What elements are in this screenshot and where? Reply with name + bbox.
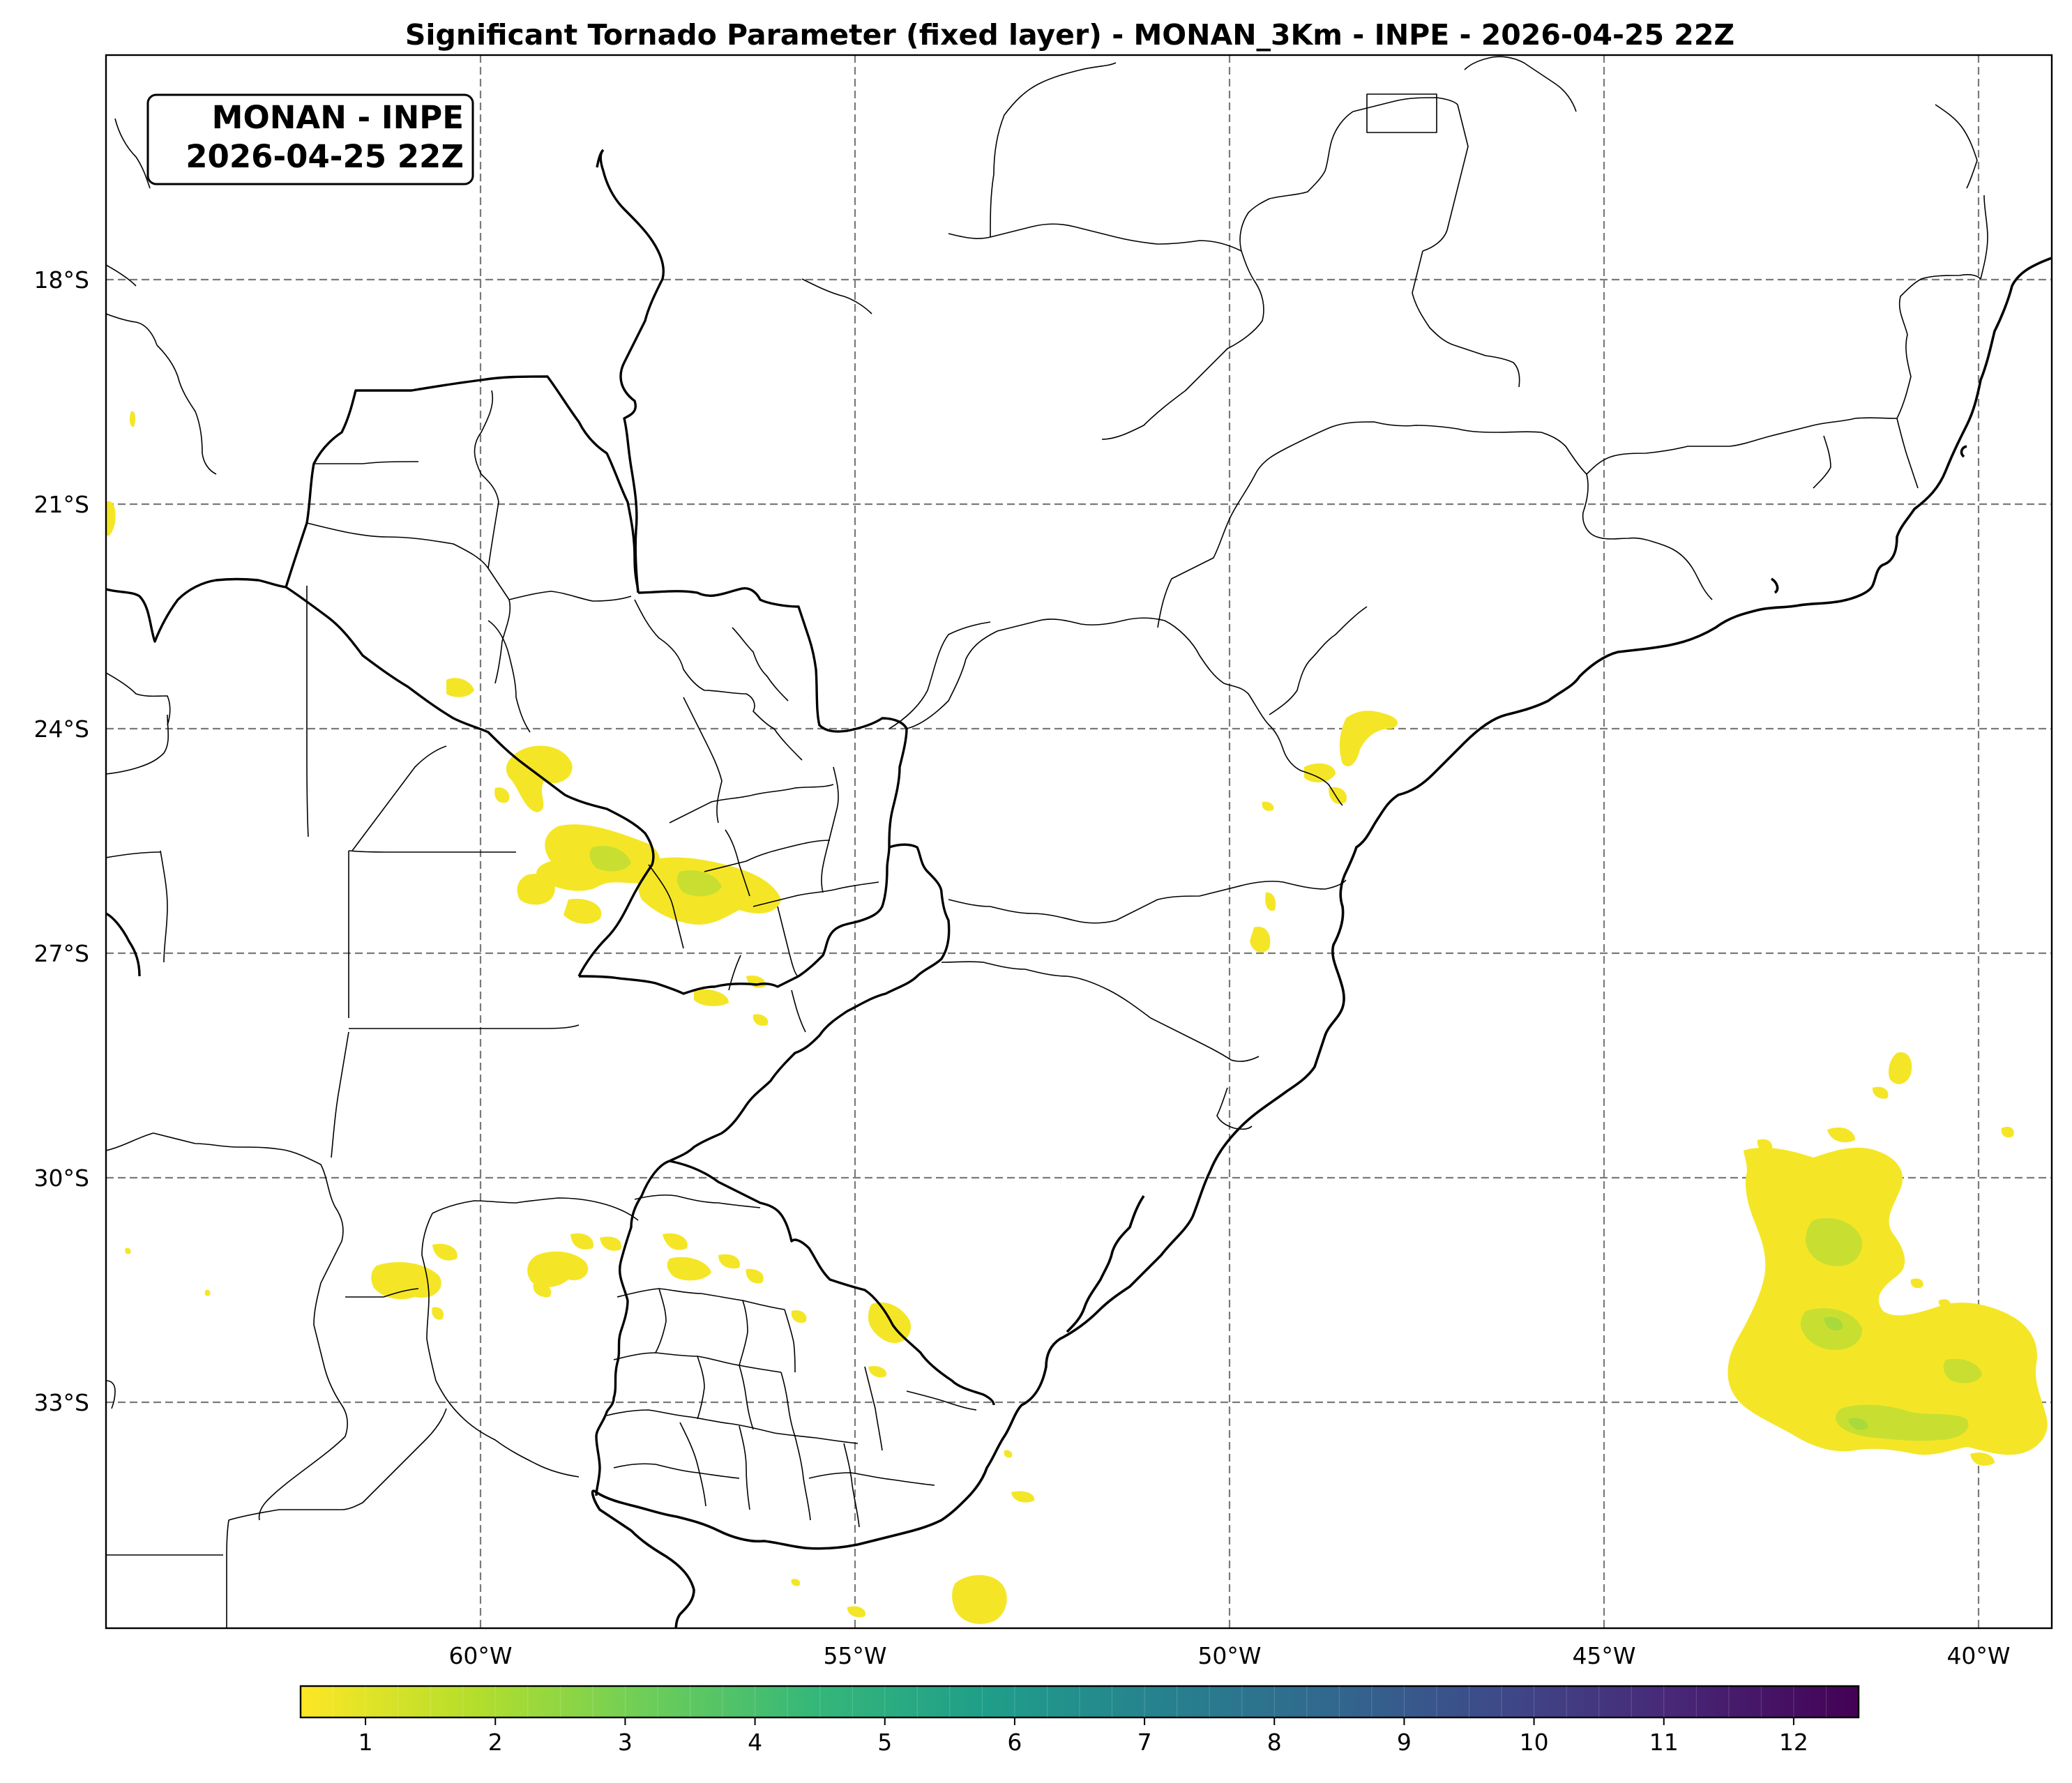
lon-label-45w: 45°W xyxy=(1572,1642,1635,1669)
model-stamp: MONAN - INPE 2026-04-25 22Z xyxy=(146,93,474,185)
colorbar-tick-label: 5 xyxy=(877,1729,892,1756)
country-borders xyxy=(106,149,995,1496)
lat-label-24s: 24°S xyxy=(34,715,89,743)
longitude-labels: 60°W 55°W 50°W 45°W 40°W xyxy=(448,1642,2010,1669)
colorbar: 1 2 3 4 5 6 7 8 9 10 11 12 xyxy=(299,1685,1860,1756)
colorbar-tick-label: 11 xyxy=(1649,1729,1679,1756)
stamp-line-2: 2026-04-25 22Z xyxy=(186,138,464,175)
colorbar-gradient xyxy=(299,1685,1860,1719)
latitude-labels: 18°S 21°S 24°S 27°S 30°S 33°S xyxy=(34,266,89,1416)
colorbar-tick-label: 3 xyxy=(618,1729,633,1756)
colorbar-tick-label: 8 xyxy=(1267,1729,1282,1756)
state-borders xyxy=(106,56,1988,1628)
stamp-box xyxy=(146,93,474,185)
colorbar-tick-label: 7 xyxy=(1137,1729,1152,1756)
colorbar-tick-label: 10 xyxy=(1520,1729,1549,1756)
colorbar-tick-label: 12 xyxy=(1779,1729,1808,1756)
map-area xyxy=(105,54,2053,1630)
colorbar-tick-label: 4 xyxy=(748,1729,762,1756)
map-background xyxy=(106,55,2052,1628)
lon-label-60w: 60°W xyxy=(448,1642,512,1669)
colorbar-tick-label: 9 xyxy=(1397,1729,1412,1756)
lat-label-21s: 21°S xyxy=(34,491,89,518)
lon-label-55w: 55°W xyxy=(823,1642,886,1669)
colorbar-tick-label: 1 xyxy=(358,1729,373,1756)
lat-label-30s: 30°S xyxy=(34,1164,89,1192)
lat-label-27s: 27°S xyxy=(34,940,89,967)
map-frame xyxy=(105,54,2053,1630)
lat-label-18s: 18°S xyxy=(34,266,89,294)
gridlines xyxy=(106,55,2052,1628)
colorbar-ticks: 1 2 3 4 5 6 7 8 9 10 11 12 xyxy=(333,1686,1827,1756)
lon-label-40w: 40°W xyxy=(1946,1642,2010,1669)
lon-label-50w: 50°W xyxy=(1197,1642,1261,1669)
colorbar-tick-label: 2 xyxy=(488,1729,503,1756)
lat-label-33s: 33°S xyxy=(34,1389,89,1416)
colorbar-tick-label: 6 xyxy=(1007,1729,1022,1756)
stamp-line-1: MONAN - INPE xyxy=(212,99,464,136)
figure-title: Significant Tornado Parameter (fixed lay… xyxy=(405,18,1734,52)
coastline xyxy=(591,257,2052,1628)
